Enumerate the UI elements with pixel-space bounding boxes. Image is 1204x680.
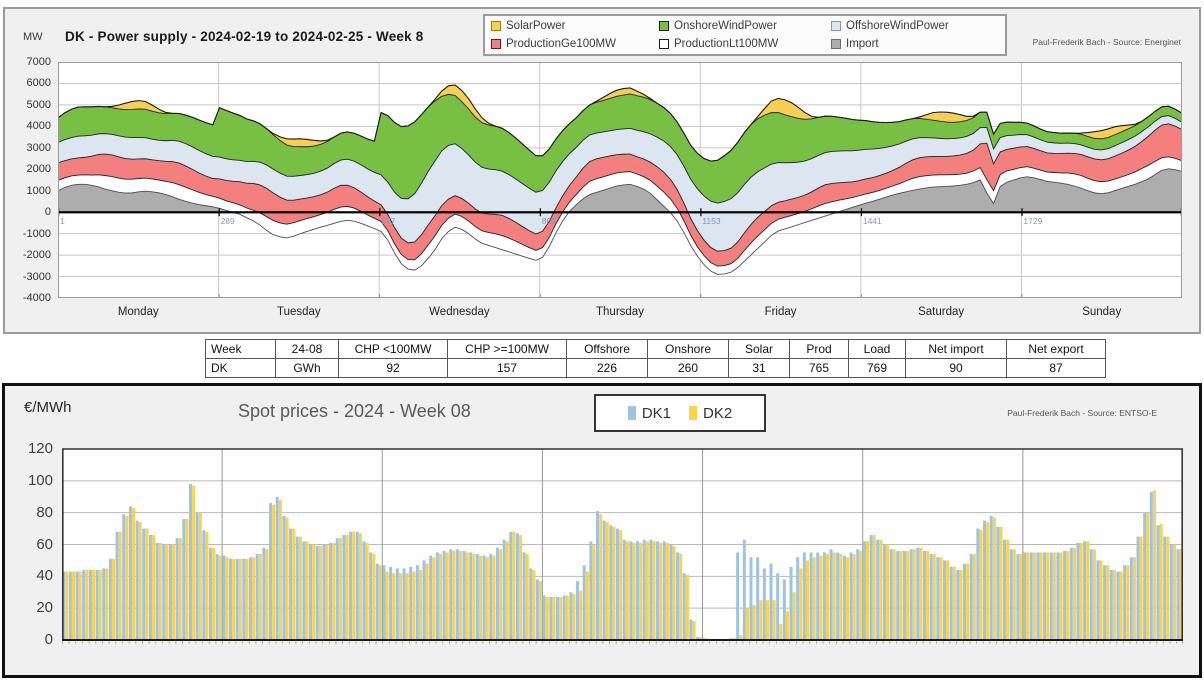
table-cell: 765 <box>789 358 849 378</box>
table-cell: DK <box>205 358 276 378</box>
spot-y-tick-label: 60 <box>36 535 53 553</box>
spot-prices-chart <box>62 448 1183 644</box>
table-header-cell: Offshore <box>566 339 648 359</box>
table-header-cell: Week <box>205 339 276 359</box>
summary-table: Week 24-08 CHP <100MW CHP >=100MW Offshore On… <box>205 339 1106 378</box>
table-header-cell: Prod <box>789 339 849 359</box>
legend-label: DK2 <box>703 404 733 422</box>
spot-unit-label: €/MWh <box>24 399 72 416</box>
power-legend: SolarPower OnshoreWindPower OffshoreWindPo… <box>483 14 1007 56</box>
legend-label: Import <box>846 38 879 50</box>
power-index-tick-label: 1 <box>60 216 65 226</box>
power-index-tick-label: 289 <box>221 216 235 226</box>
table-header-cell: Onshore <box>647 339 729 359</box>
legend-swatch-icon <box>659 39 669 49</box>
power-y-tick-label: 5000 <box>26 98 51 111</box>
power-day-label-sunday: Sunday <box>1082 306 1122 318</box>
table-cell: 157 <box>447 358 567 378</box>
power-day-label-saturday: Saturday <box>918 306 965 318</box>
spot-y-tick-label: 0 <box>44 631 53 648</box>
legend-swatch-icon <box>627 406 636 420</box>
power-legend-item-ProductionLt100MW: ProductionLt100MW <box>659 38 831 50</box>
table-cell: 31 <box>728 358 790 378</box>
table-header-cell: Load <box>848 339 906 359</box>
power-index-tick-label: 1729 <box>1023 216 1042 226</box>
spot-y-tick-label: 40 <box>36 567 53 585</box>
power-unit-label: MW <box>23 31 43 43</box>
power-legend-item-Import: Import <box>831 38 999 50</box>
table-cell: GWh <box>275 358 339 378</box>
table-header-cell: Solar <box>728 339 790 359</box>
legend-swatch-icon <box>831 21 841 31</box>
power-index-tick-label: 1441 <box>863 216 882 226</box>
power-y-tick-label: 0 <box>44 206 51 219</box>
table-cell: 90 <box>905 358 1007 378</box>
power-day-label-monday: Monday <box>117 306 159 318</box>
power-y-tick-label: 2000 <box>26 163 51 176</box>
power-index-tick-label: 865 <box>542 216 556 226</box>
legend-swatch-icon <box>831 39 841 49</box>
spot-prices-panel: €/MWh Spot prices - 2024 - Week 08 DK1 DK… <box>2 383 1202 678</box>
power-day-label-wednesday: Wednesday <box>429 306 490 318</box>
spot-legend-item-DK1: DK1 <box>627 404 671 422</box>
table-cell: 87 <box>1006 358 1106 378</box>
table-header-row: Week 24-08 CHP <100MW CHP >=100MW Offshore On… <box>205 339 1106 359</box>
table-header-cell: Net export <box>1006 339 1106 359</box>
table-cell: 92 <box>338 358 448 378</box>
legend-label: SolarPower <box>506 20 566 32</box>
table-header-cell: CHP >=100MW <box>447 339 567 359</box>
power-source-note: Paul-Frederik Bach - Source: Energinet <box>1032 37 1181 47</box>
power-y-tick-label: 1000 <box>26 184 51 197</box>
legend-swatch-icon <box>491 39 501 49</box>
power-y-tick-label: 4000 <box>26 120 51 133</box>
spot-chart-title: Spot prices - 2024 - Week 08 <box>238 401 471 421</box>
table-cell: 260 <box>647 358 729 378</box>
power-y-tick-label: -1000 <box>22 227 51 240</box>
power-chart-title: DK - Power supply - 2024-02-19 to 2024-0… <box>65 29 424 44</box>
legend-label: ProductionLt100MW <box>674 38 779 50</box>
power-legend-item-OffshoreWindPower: OffshoreWindPower <box>831 20 999 32</box>
power-y-tick-label: 3000 <box>26 141 51 154</box>
spot-y-tick-label: 100 <box>27 471 53 489</box>
legend-label: OnshoreWindPower <box>674 20 777 32</box>
spot-y-tick-label: 120 <box>27 440 53 457</box>
power-day-label-tuesday: Tuesday <box>277 306 321 318</box>
power-y-tick-label: -2000 <box>22 249 51 262</box>
spot-y-tick-label: 20 <box>36 599 53 617</box>
legend-label: DK1 <box>641 404 671 422</box>
spot-legend: DK1 DK2 <box>594 394 766 432</box>
power-supply-chart: 1 289 577 865 1153 1441 1729 <box>58 62 1182 298</box>
legend-swatch-icon <box>689 406 697 420</box>
power-y-tick-label: -4000 <box>22 292 51 304</box>
power-index-tick-label: 577 <box>381 216 395 226</box>
table-cell: 769 <box>848 358 906 378</box>
power-legend-item-SolarPower: SolarPower <box>491 20 659 32</box>
table-header-cell: Net import <box>905 339 1007 359</box>
table-cell: 226 <box>566 358 648 378</box>
power-supply-panel: MW DK - Power supply - 2024-02-19 to 202… <box>3 7 1201 334</box>
power-y-tick-label: 6000 <box>26 77 51 90</box>
power-index-tick-label: 1153 <box>702 216 721 226</box>
spot-y-tick-label: 80 <box>36 503 53 521</box>
table-row: DK GWh 92 157 226 260 31 765 769 90 87 <box>205 358 1106 378</box>
power-y-tick-label: 7000 <box>26 56 51 68</box>
table-header-cell: CHP <100MW <box>338 339 448 359</box>
legend-label: OffshoreWindPower <box>846 20 949 32</box>
spot-legend-item-DK2: DK2 <box>689 405 732 422</box>
power-legend-item-OnshoreWindPower: OnshoreWindPower <box>659 20 831 32</box>
legend-swatch-icon <box>491 21 501 31</box>
power-y-tick-label: -3000 <box>22 270 51 283</box>
power-legend-item-ProductionGe100MW: ProductionGe100MW <box>491 38 659 50</box>
power-day-label-friday: Friday <box>764 306 797 318</box>
spot-source-note: Paul-Frederik Bach - Source: ENTSO-E <box>1007 408 1157 418</box>
power-day-label-thursday: Thursday <box>596 306 644 318</box>
legend-label: ProductionGe100MW <box>506 38 616 50</box>
legend-swatch-icon <box>659 21 669 31</box>
table-header-cell: 24-08 <box>275 339 339 359</box>
